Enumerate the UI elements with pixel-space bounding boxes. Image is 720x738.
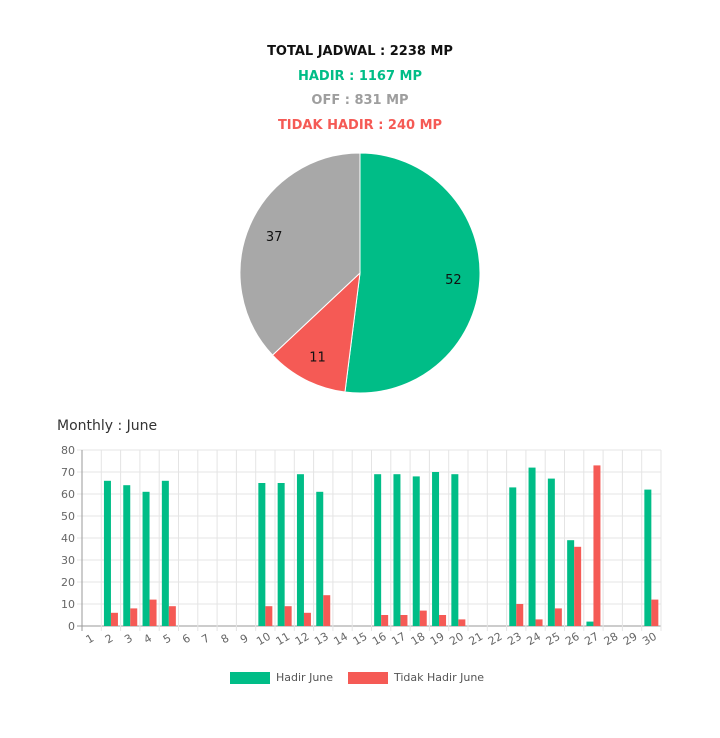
bar-tidak-hadir[interactable] — [284, 606, 292, 626]
bar-hadir[interactable] — [644, 489, 652, 626]
bar-tidak-hadir[interactable] — [516, 604, 524, 626]
pie-value-label: 11 — [309, 350, 326, 365]
bar-tidak-hadir[interactable] — [110, 612, 118, 626]
x-tick-label: 21 — [467, 630, 486, 648]
bar-tidak-hadir[interactable] — [574, 546, 582, 626]
y-tick-label: 40 — [61, 532, 75, 545]
bar-tidak-hadir[interactable] — [168, 606, 176, 626]
bar-tidak-hadir[interactable] — [535, 619, 543, 626]
monthly-title: Monthly : June — [57, 418, 158, 434]
bar-legend: Hadir June Tidak Hadir June — [0, 671, 720, 687]
x-tick-label: 11 — [274, 630, 293, 648]
x-tick-label: 4 — [142, 632, 155, 647]
bar-hadir[interactable] — [296, 474, 304, 626]
x-tick-label: 26 — [563, 630, 582, 648]
bar-hadir[interactable] — [374, 474, 382, 626]
x-tick-label: 30 — [640, 630, 659, 648]
bar-hadir[interactable] — [277, 483, 285, 626]
total-jadwal-text: TOTAL JADWAL : 2238 MP — [267, 44, 453, 59]
pie-slice-off[interactable] — [239, 152, 361, 356]
pie-chart: 52 11 37 — [239, 152, 481, 394]
bar-tidak-hadir[interactable] — [323, 595, 331, 626]
pie-slice-tidak-hadir[interactable] — [271, 271, 361, 393]
bar-tidak-hadir[interactable] — [130, 608, 138, 626]
pie-slice-hadir[interactable] — [344, 152, 481, 394]
x-tick-label: 19 — [428, 630, 447, 648]
x-tick-label: 10 — [254, 630, 273, 648]
bar-hadir[interactable] — [161, 480, 169, 626]
x-tick-label: 9 — [238, 632, 251, 647]
bar-tidak-hadir[interactable] — [593, 465, 601, 626]
x-tick-label: 16 — [370, 630, 389, 648]
bar-hadir[interactable] — [547, 478, 555, 626]
y-tick-label: 30 — [61, 554, 75, 567]
pie-value-label: 37 — [266, 230, 283, 245]
x-tick-label: 6 — [180, 632, 193, 647]
x-tick-label: 18 — [409, 630, 428, 648]
bar-hadir[interactable] — [123, 485, 131, 626]
bar-hadir[interactable] — [393, 474, 401, 626]
bar-tidak-hadir[interactable] — [439, 615, 447, 626]
x-tick-label: 15 — [351, 630, 370, 648]
x-tick-label: 12 — [293, 630, 312, 648]
y-tick-label: 20 — [61, 576, 75, 589]
bar-tidak-hadir[interactable] — [381, 615, 389, 626]
tidak-hadir-text: TIDAK HADIR : 240 MP — [277, 118, 443, 133]
x-tick-label: 28 — [602, 630, 621, 648]
x-tick-label: 25 — [544, 630, 563, 648]
bar-hadir[interactable] — [528, 467, 536, 626]
x-tick-label: 3 — [122, 632, 135, 647]
bar-hadir[interactable] — [258, 483, 266, 626]
y-tick-label: 50 — [61, 510, 75, 523]
x-tick-label: 17 — [389, 630, 408, 648]
x-tick-label: 5 — [161, 632, 174, 647]
y-tick-label: 60 — [61, 488, 75, 501]
x-tick-label: 13 — [312, 630, 331, 648]
legend-swatch-tidak-hadir — [348, 671, 388, 684]
x-tick-label: 23 — [505, 630, 524, 648]
bar-tidak-hadir[interactable] — [265, 606, 273, 626]
y-tick-label: 10 — [61, 598, 75, 611]
x-tick-label: 14 — [331, 630, 350, 648]
x-tick-label: 22 — [486, 630, 505, 648]
legend-item-tidak-hadir[interactable]: Tidak Hadir June — [348, 671, 484, 684]
bar-tidak-hadir[interactable] — [458, 619, 466, 626]
bar-hadir[interactable] — [412, 476, 420, 626]
legend-swatch-hadir — [230, 671, 270, 684]
off-text: OFF : 831 MP — [311, 93, 409, 108]
x-tick-label: 20 — [447, 630, 466, 648]
bar-tidak-hadir[interactable] — [554, 608, 562, 626]
bar-tidak-hadir[interactable] — [303, 612, 311, 626]
x-tick-label: 27 — [582, 630, 601, 648]
y-tick-label: 70 — [61, 466, 75, 479]
legend-label-tidak-hadir: Tidak Hadir June — [394, 671, 485, 684]
pie-value-label: 52 — [445, 273, 462, 288]
x-tick-label: 24 — [524, 630, 543, 648]
bar-hadir[interactable] — [567, 540, 575, 626]
x-tick-label: 1 — [84, 632, 97, 647]
x-tick-label: 29 — [621, 630, 640, 648]
bar-tidak-hadir[interactable] — [149, 599, 157, 626]
legend-label-hadir: Hadir June — [276, 671, 334, 684]
bar-hadir[interactable] — [316, 491, 324, 626]
bar-tidak-hadir[interactable] — [651, 599, 659, 626]
bar-hadir[interactable] — [586, 621, 594, 626]
bar-tidak-hadir[interactable] — [400, 615, 408, 626]
legend-item-hadir[interactable]: Hadir June — [230, 671, 333, 684]
bar-hadir[interactable] — [451, 474, 459, 626]
bar-hadir[interactable] — [509, 487, 517, 626]
y-tick-label: 0 — [68, 620, 75, 633]
bar-tidak-hadir[interactable] — [419, 610, 427, 626]
bar-hadir[interactable] — [103, 480, 111, 626]
hadir-text: HADIR : 1167 MP — [297, 69, 422, 84]
bar-hadir[interactable] — [432, 472, 440, 626]
x-tick-label: 8 — [219, 632, 232, 647]
x-tick-label: 7 — [199, 632, 212, 647]
x-tick-label: 2 — [103, 632, 116, 647]
y-tick-label: 80 — [61, 444, 75, 457]
bar-hadir[interactable] — [142, 491, 150, 626]
